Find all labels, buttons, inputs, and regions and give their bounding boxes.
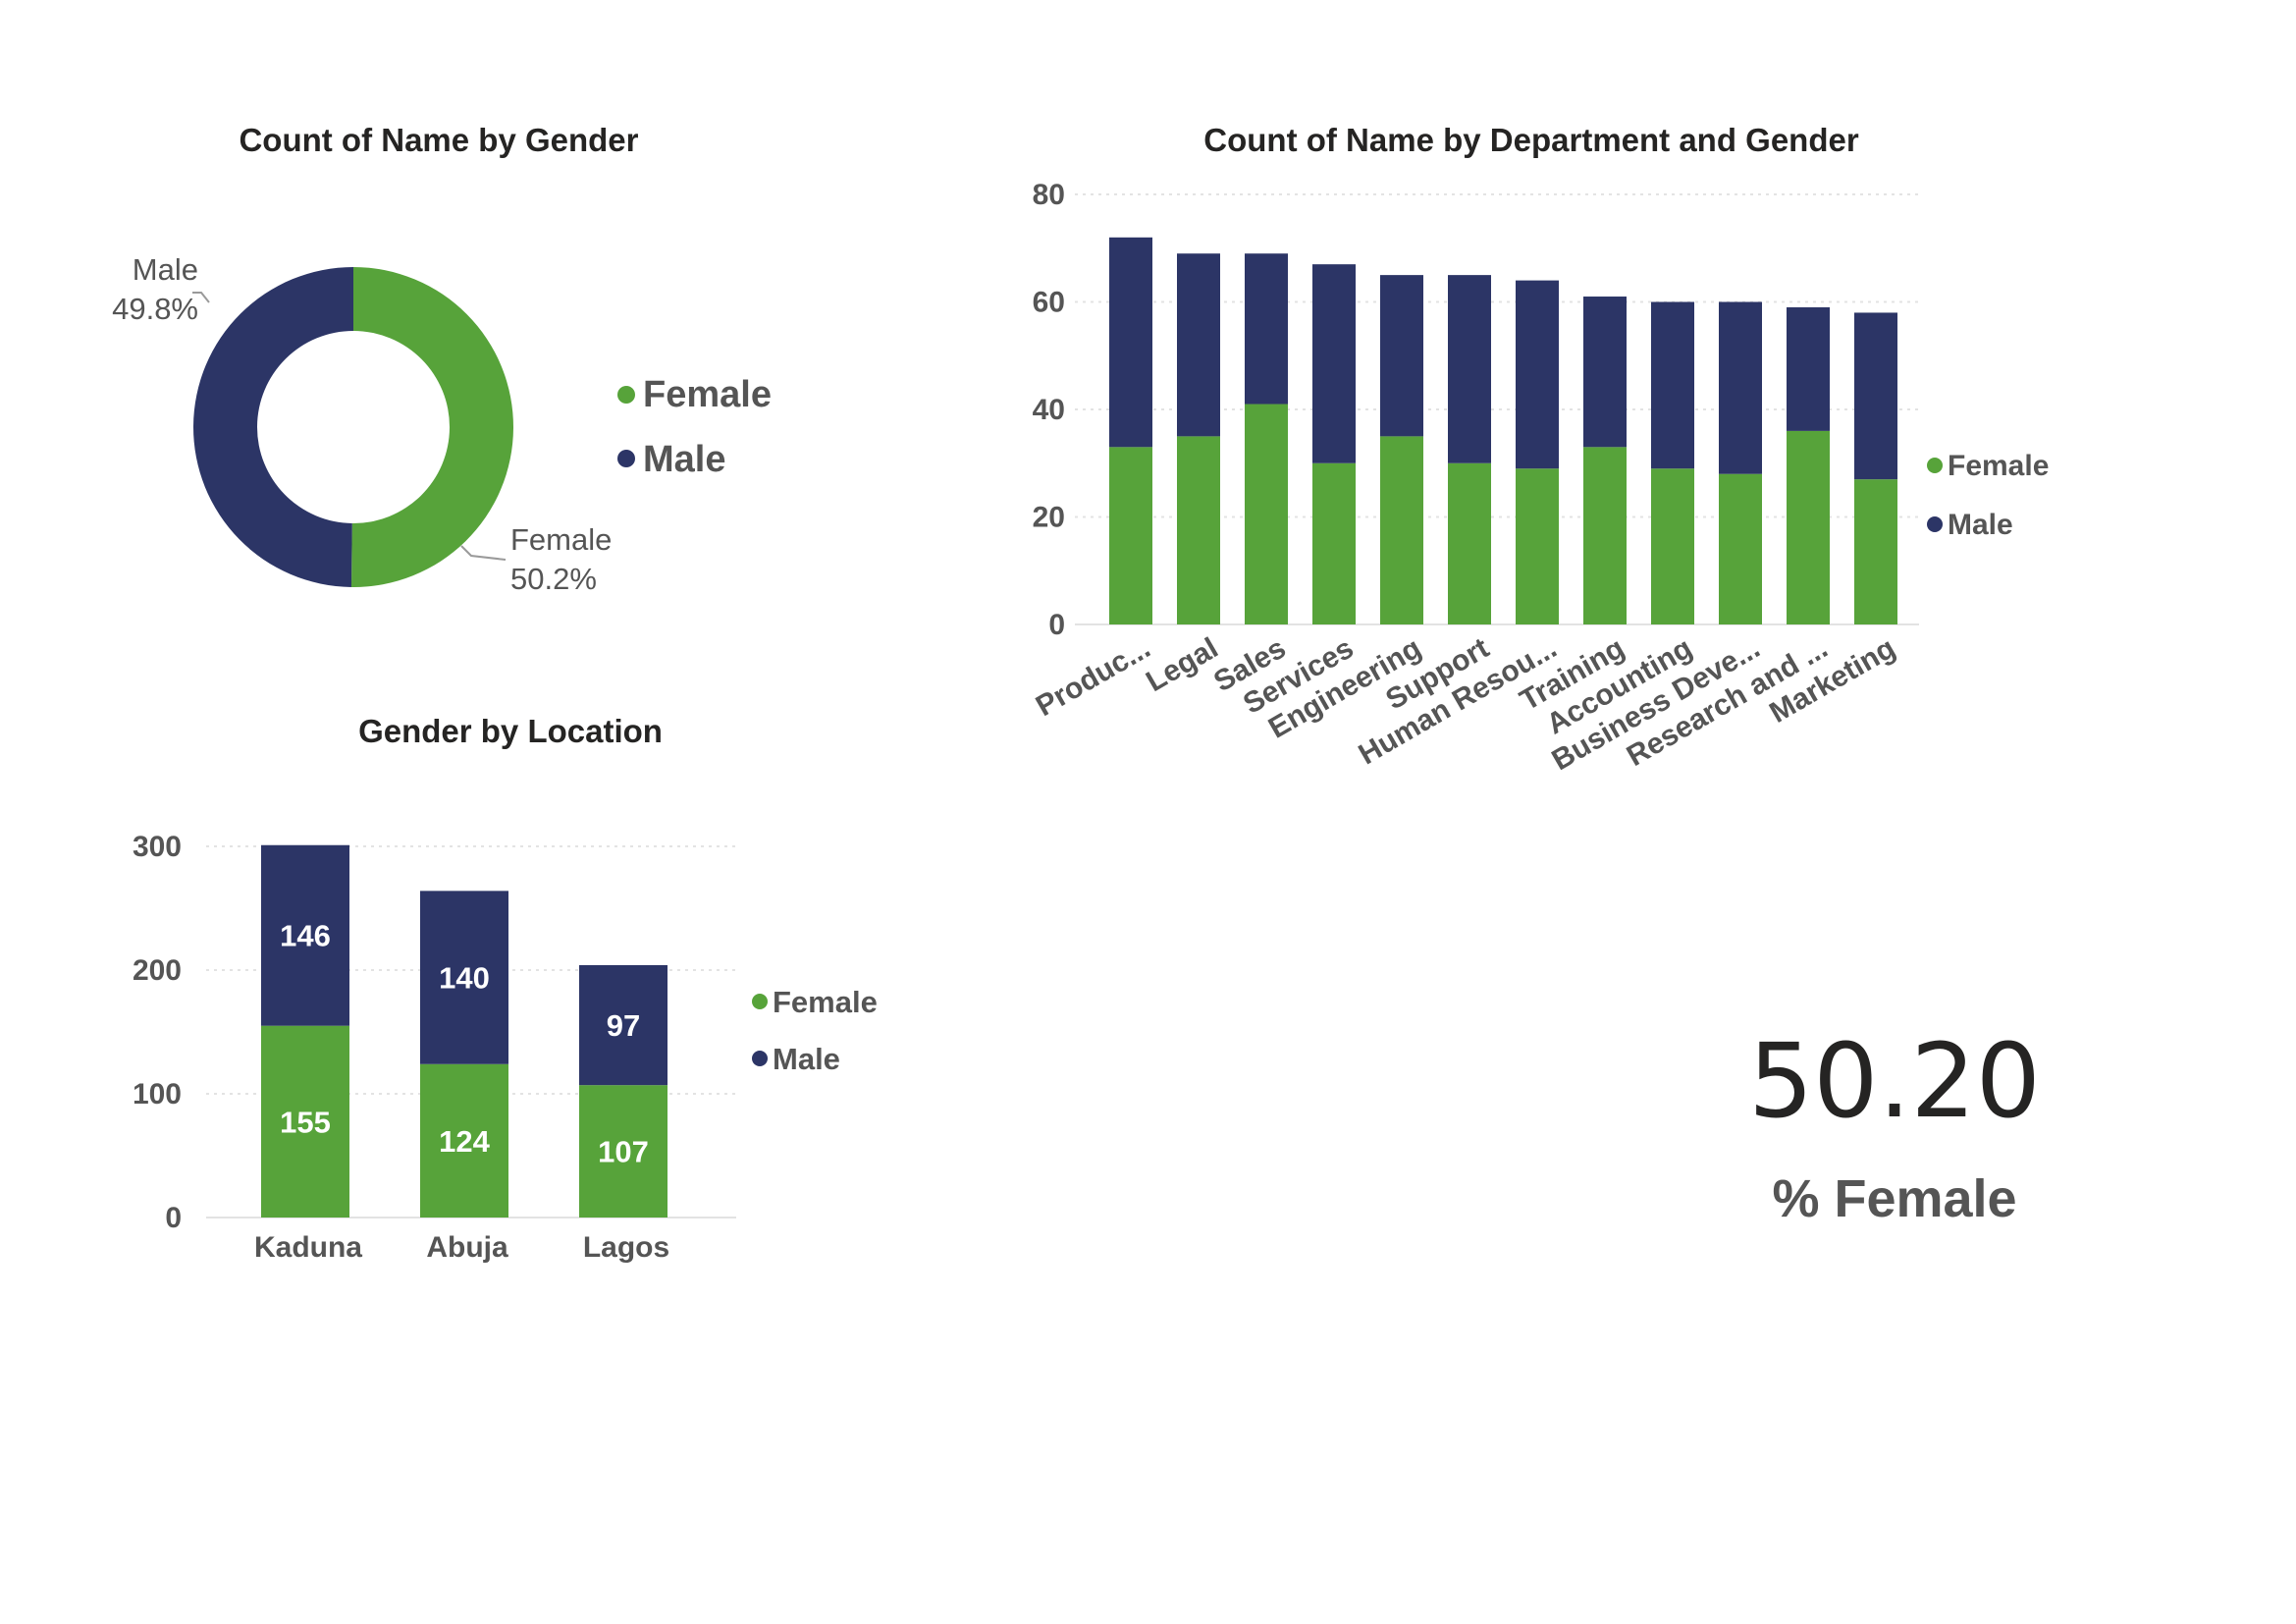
y-tick-label: 60 xyxy=(1033,287,1065,319)
bar-male[interactable] xyxy=(1109,237,1152,448)
legend-male-marker xyxy=(1927,516,1943,532)
gender-donut-visual: Count of Name by Gender Female 50.2% Mal… xyxy=(59,98,903,648)
bar-female[interactable] xyxy=(420,1063,508,1218)
data-label: 140 xyxy=(439,961,490,996)
bar-male[interactable] xyxy=(1787,306,1830,431)
gender-location-chart-title: Gender by Location xyxy=(358,713,663,749)
location-data-labels: 155 146 124 140 107 97 xyxy=(280,919,649,1169)
dept-gender-chart-svg: Count of Name by Department and Gender 0… xyxy=(1031,122,2050,777)
legend-male-label[interactable]: Male xyxy=(643,439,725,480)
data-label: 146 xyxy=(280,919,331,953)
bar-female[interactable] xyxy=(1516,468,1559,624)
bar-male[interactable] xyxy=(1719,301,1762,474)
bar-female[interactable] xyxy=(1583,447,1627,624)
y-tick-label: 100 xyxy=(133,1078,182,1110)
legend-male-marker xyxy=(617,450,635,467)
x-tick-label: Abuja xyxy=(426,1231,508,1264)
data-label: 155 xyxy=(280,1105,331,1139)
male-slice-value-label: 49.8% xyxy=(112,292,198,326)
legend-male-label[interactable]: Male xyxy=(773,1042,840,1076)
legend-female-marker xyxy=(752,994,768,1009)
gender-donut-title: Count of Name by Gender xyxy=(239,122,638,158)
bar-female[interactable] xyxy=(1312,462,1356,624)
location-x-axis: Kaduna Abuja Lagos xyxy=(254,1231,669,1264)
y-tick-label: 300 xyxy=(133,831,182,863)
y-tick-label: 40 xyxy=(1033,394,1065,426)
donut-slice-male[interactable] xyxy=(192,267,353,587)
dept-gender-chart-visual: Count of Name by Department and Gender 0… xyxy=(942,98,2140,844)
x-tick-label: Produc... xyxy=(1031,631,1156,723)
x-tick-label: Lagos xyxy=(583,1231,669,1264)
dept-y-axis: 0 20 40 60 80 xyxy=(1033,179,1065,641)
bar-male[interactable] xyxy=(420,891,508,1064)
bar-male[interactable] xyxy=(1651,301,1694,469)
female-slice-category-label: Female xyxy=(510,522,612,557)
gender-donut-legend: Female Male xyxy=(617,374,772,480)
x-tick-label: Legal xyxy=(1141,631,1223,698)
bar-female[interactable] xyxy=(1380,436,1423,624)
bar-female[interactable] xyxy=(1109,447,1152,624)
dept-gender-chart-title: Count of Name by Department and Gender xyxy=(1203,122,1859,158)
bar-male[interactable] xyxy=(1854,312,1897,480)
dept-bars xyxy=(1109,237,1897,624)
location-legend: Female Male xyxy=(752,985,878,1076)
bar-female[interactable] xyxy=(261,1025,349,1218)
pct-female-label: % Female xyxy=(1772,1169,2017,1228)
bar-female[interactable] xyxy=(1245,404,1288,624)
legend-male-marker xyxy=(752,1051,768,1066)
location-y-axis: 0 100 200 300 xyxy=(133,831,182,1234)
male-slice-category-label: Male xyxy=(133,252,198,287)
bar-male[interactable] xyxy=(579,964,667,1086)
bar-female[interactable] xyxy=(1854,479,1897,624)
data-label: 97 xyxy=(607,1008,640,1043)
bar-female[interactable] xyxy=(1719,473,1762,624)
legend-female-label[interactable]: Female xyxy=(643,374,772,415)
pct-female-value: 50.20 xyxy=(1748,1021,2041,1141)
bar-male[interactable] xyxy=(1245,253,1288,405)
bar-female[interactable] xyxy=(1787,430,1830,624)
bar-male[interactable] xyxy=(1516,280,1559,469)
bar-female[interactable] xyxy=(1448,462,1491,624)
pct-female-card: 50.20 % Female xyxy=(1649,1021,2140,1257)
legend-male-label[interactable]: Male xyxy=(1948,509,2013,541)
donut-slice-female[interactable] xyxy=(350,267,513,587)
location-bars xyxy=(261,844,667,1218)
bar-male[interactable] xyxy=(1312,264,1356,463)
bar-female[interactable] xyxy=(579,1085,667,1218)
y-tick-label: 200 xyxy=(133,954,182,987)
bar-male[interactable] xyxy=(261,844,349,1026)
bar-male[interactable] xyxy=(1177,253,1220,437)
gender-donut-svg: Count of Name by Gender Female 50.2% Mal… xyxy=(112,122,772,596)
data-label: 107 xyxy=(598,1135,649,1169)
bar-female[interactable] xyxy=(1177,436,1220,624)
legend-female-marker xyxy=(617,386,635,404)
bar-female[interactable] xyxy=(1651,468,1694,624)
male-leader-line xyxy=(192,292,210,303)
legend-female-marker xyxy=(1927,458,1943,473)
legend-female-label[interactable]: Female xyxy=(1948,450,2049,482)
legend-female-label[interactable]: Female xyxy=(773,985,878,1019)
x-tick-label: Kaduna xyxy=(254,1231,362,1264)
dept-x-axis: Produc...LegalSalesServicesEngineeringSu… xyxy=(1031,631,1901,777)
bar-male[interactable] xyxy=(1448,275,1491,463)
female-slice-value-label: 50.2% xyxy=(510,562,597,596)
gender-location-chart-visual: Gender by Location 0 100 200 300 155 146 124 1… xyxy=(59,687,942,1316)
y-tick-label: 20 xyxy=(1033,502,1065,534)
y-tick-label: 80 xyxy=(1033,179,1065,211)
y-tick-label: 0 xyxy=(1048,609,1065,641)
data-label: 124 xyxy=(439,1124,490,1159)
y-tick-label: 0 xyxy=(165,1202,182,1234)
bar-male[interactable] xyxy=(1583,297,1627,448)
bar-male[interactable] xyxy=(1380,275,1423,437)
dept-legend: Female Male xyxy=(1927,450,2049,541)
female-leader-line xyxy=(460,545,507,561)
